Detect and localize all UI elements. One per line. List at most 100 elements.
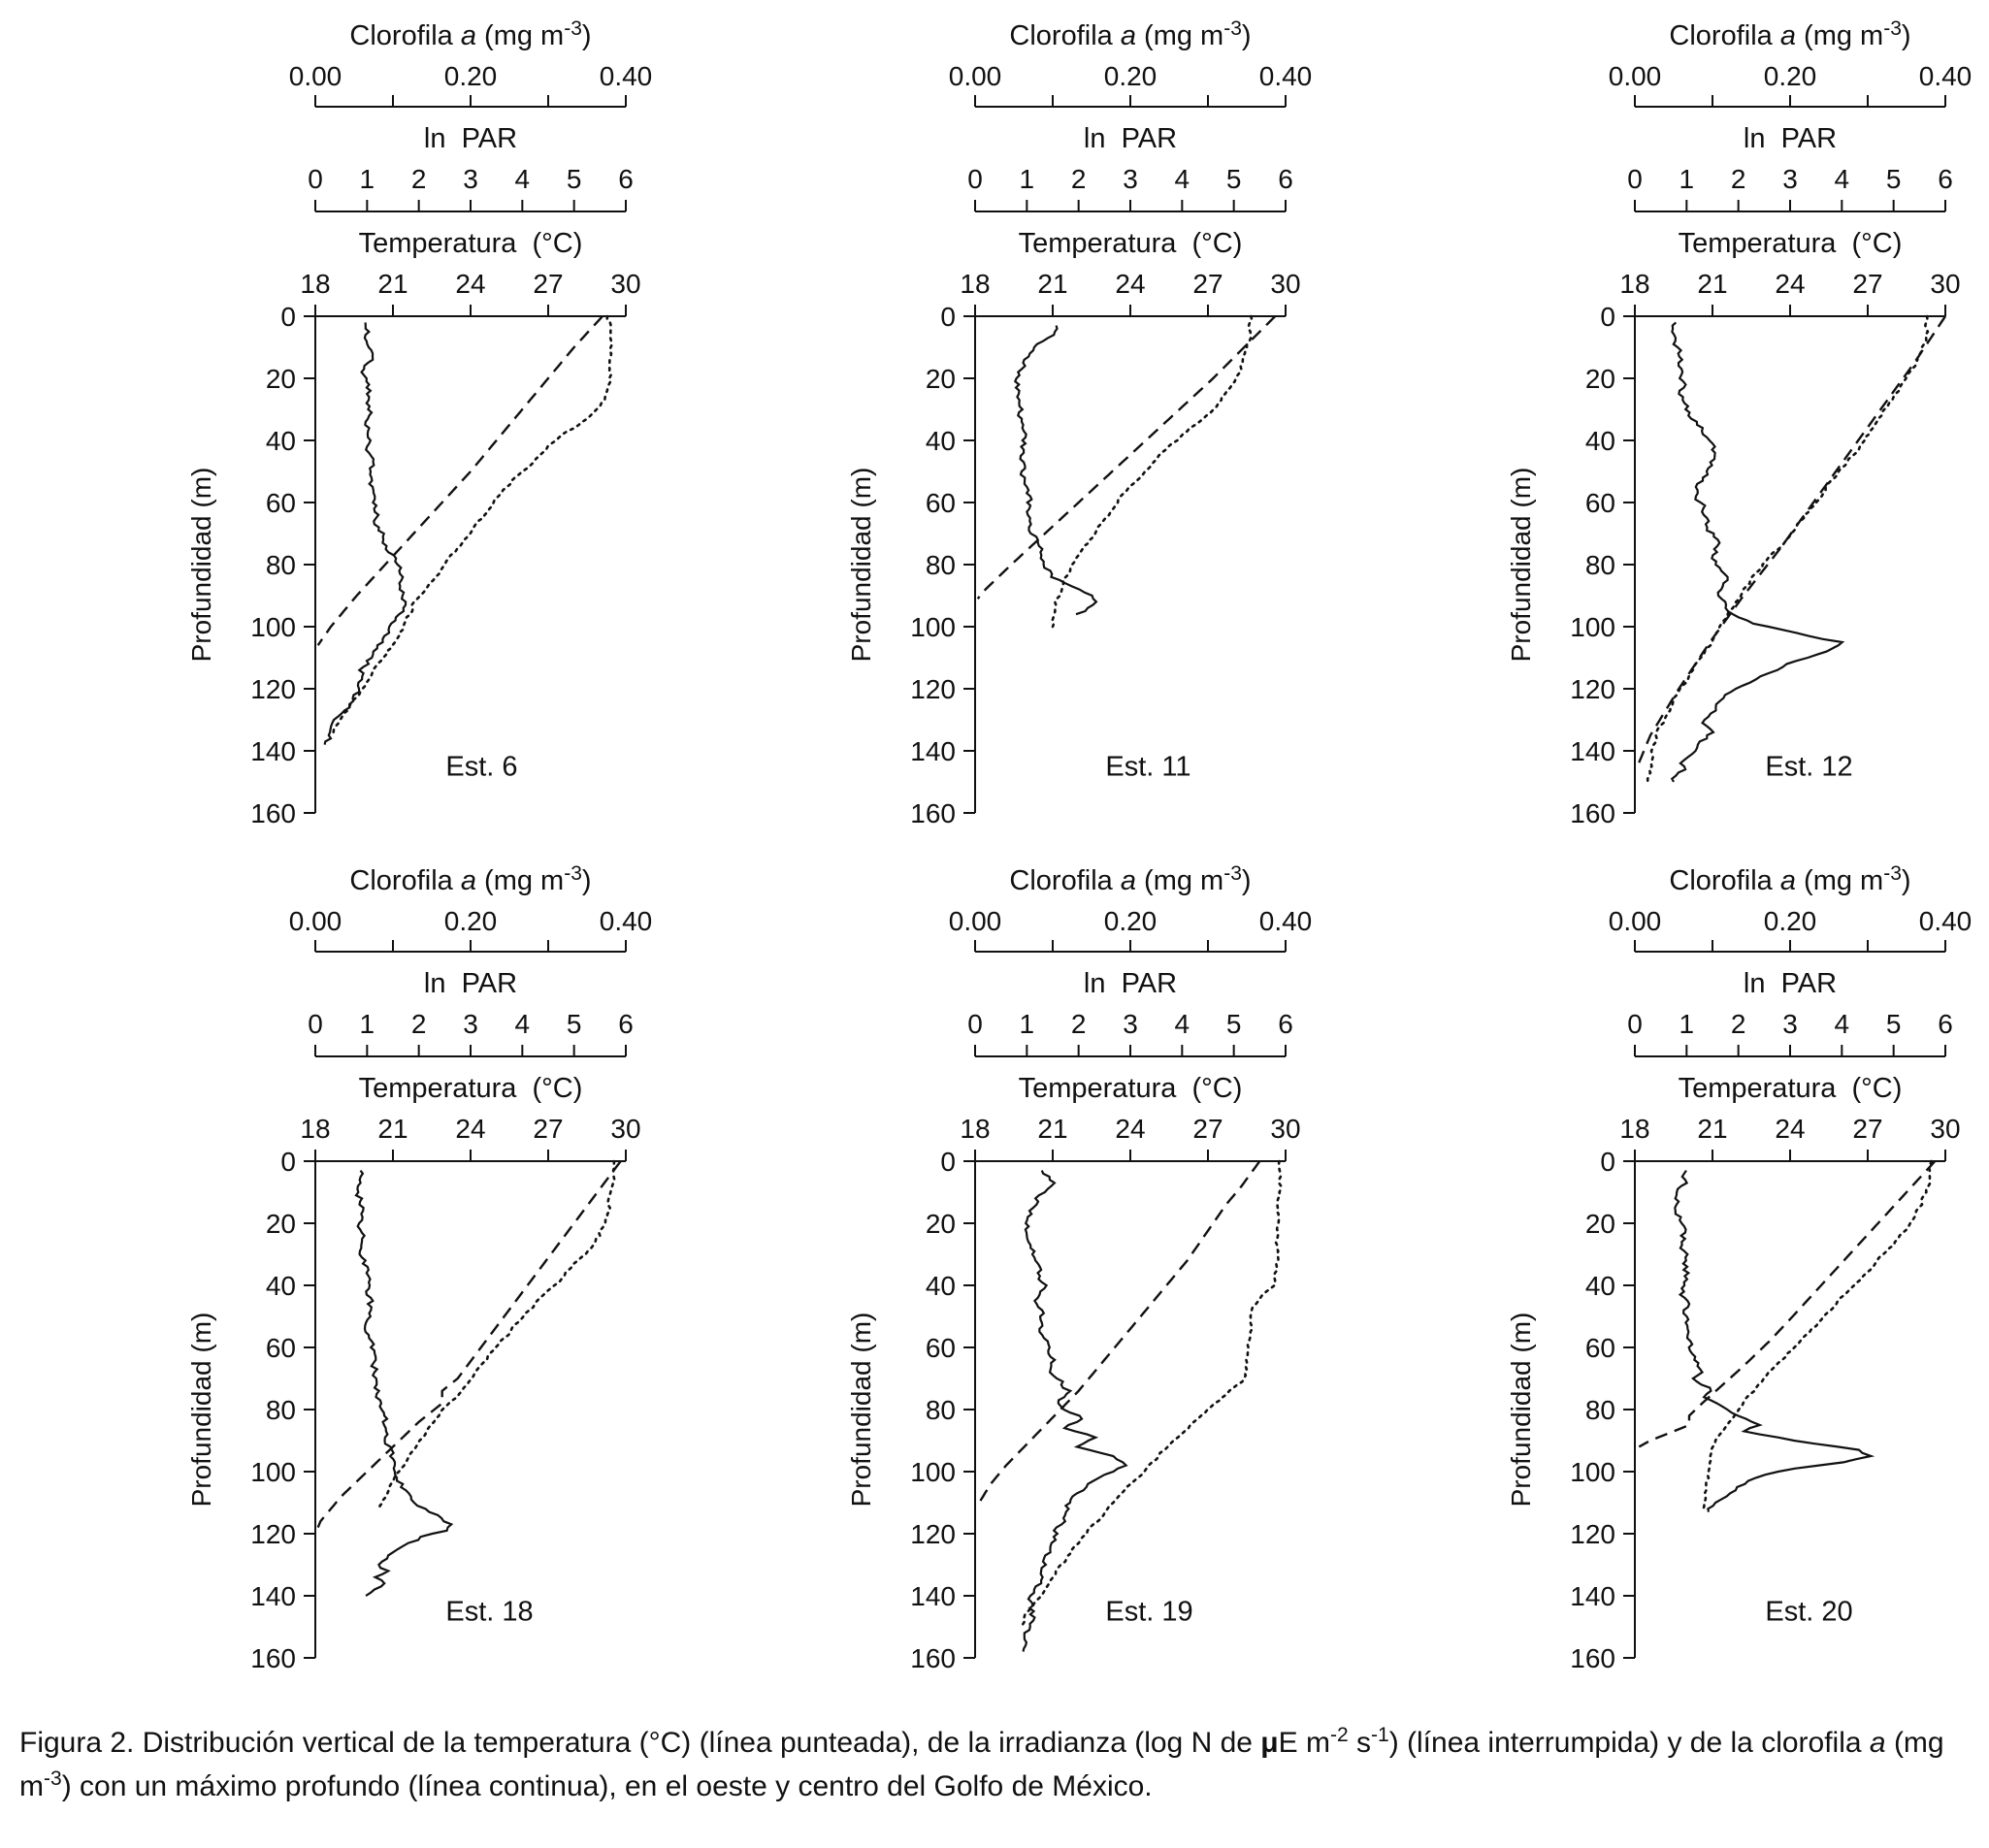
temperature-profile-line	[1702, 1159, 1933, 1510]
depth-tick-label: 60	[266, 1333, 296, 1363]
temperature-tick-label: 24	[455, 1114, 485, 1144]
chlorophyll-tick-label: 0.20	[444, 906, 498, 936]
depth-tick-label: 20	[1585, 1209, 1615, 1239]
par-tick-label: 3	[463, 1009, 478, 1039]
depth-tick-label: 120	[1570, 674, 1615, 704]
par-tick-label: 5	[1886, 164, 1902, 194]
temperature-tick-label: 21	[1037, 1114, 1067, 1144]
temperature-tick-label: 27	[1192, 1114, 1223, 1144]
depth-tick-label: 160	[1570, 1643, 1615, 1673]
depth-tick-label: 100	[1570, 612, 1615, 642]
depth-tick-label: 80	[926, 1395, 956, 1425]
depth-tick-label: 60	[1585, 488, 1615, 518]
par-tick-label: 5	[567, 164, 582, 194]
caption-segment: ) con un máximo profundo (línea continua…	[61, 1769, 1153, 1802]
par-axis-title: ln PAR	[1084, 968, 1177, 999]
depth-tick-label: 120	[1570, 1519, 1615, 1549]
depth-tick-label: 0	[940, 302, 956, 332]
chlorophyll-tick-label: 0.40	[1919, 906, 1973, 936]
depth-tick-label: 60	[926, 488, 956, 518]
depth-tick-label: 0	[1600, 1147, 1615, 1177]
chlorophyll-tick-label: 0.20	[1764, 61, 1817, 91]
par-tick-label: 4	[1175, 164, 1190, 194]
depth-tick-label: 140	[250, 736, 296, 766]
depth-tick-label: 20	[926, 364, 956, 394]
par-tick-label: 0	[967, 1009, 983, 1039]
depth-tick-label: 40	[926, 426, 956, 456]
par-tick-label: 4	[1835, 164, 1850, 194]
depth-axis-title: Profundidad (m)	[186, 1313, 216, 1508]
temperature-tick-label: 18	[960, 1114, 990, 1144]
chlorophyll-tick-label: 0.40	[1919, 61, 1973, 91]
temperature-tick-label: 21	[1037, 269, 1067, 299]
chlorophyll-profile-line	[1022, 1170, 1128, 1652]
depth-tick-label: 80	[266, 550, 296, 580]
chlorophyll-tick-label: 0.00	[949, 906, 1002, 936]
temperature-axis-title: Temperatura (°C)	[1679, 228, 1903, 259]
station-label: Est. 6	[445, 752, 517, 783]
chlorophyll-tick-label: 0.40	[1259, 61, 1313, 91]
par-tick-label: 6	[1278, 1009, 1293, 1039]
temperature-tick-label: 24	[1775, 1114, 1805, 1144]
par-tick-label: 0	[967, 164, 983, 194]
par-tick-label: 5	[1886, 1009, 1902, 1039]
par-profile-line	[316, 315, 603, 646]
par-tick-label: 1	[1020, 1009, 1035, 1039]
chlorophyll-profile-line	[323, 322, 408, 745]
par-tick-label: 6	[1938, 1009, 1953, 1039]
par-profile-line	[1636, 315, 1947, 767]
par-tick-label: 2	[411, 1009, 427, 1039]
chlorophyll-tick-label: 0.00	[1609, 61, 1662, 91]
depth-tick-label: 0	[940, 1147, 956, 1177]
chlorophyll-tick-label: 0.20	[1764, 906, 1817, 936]
caption-segment: a	[1869, 1727, 1886, 1759]
depth-tick-label: 80	[1585, 1395, 1615, 1425]
depth-tick-label: 140	[910, 1581, 956, 1611]
par-axis-title: ln PAR	[1084, 123, 1177, 154]
temperature-tick-label: 30	[610, 1114, 640, 1144]
par-tick-label: 0	[308, 1009, 323, 1039]
par-tick-label: 4	[515, 1009, 531, 1039]
temperature-axis-title: Temperatura (°C)	[1019, 228, 1243, 259]
temperature-tick-label: 21	[377, 1114, 408, 1144]
chlorophyll-profile-line	[1670, 321, 1845, 783]
chlorophyll-tick-label: 0.00	[1609, 906, 1662, 936]
par-tick-label: 2	[1731, 164, 1746, 194]
depth-tick-label: 0	[1600, 302, 1615, 332]
depth-tick-label: 140	[250, 1581, 296, 1611]
depth-tick-label: 140	[910, 736, 956, 766]
par-tick-label: 3	[1782, 1009, 1798, 1039]
par-tick-label: 1	[360, 164, 375, 194]
depth-tick-label: 40	[266, 426, 296, 456]
temperature-tick-label: 18	[1619, 269, 1649, 299]
temperature-tick-label: 24	[1115, 1114, 1145, 1144]
par-tick-label: 3	[1123, 164, 1138, 194]
par-profile-line	[978, 1160, 1261, 1504]
caption-segment: ) (línea interrumpida) y de la clorofila	[1388, 1727, 1870, 1759]
chlorophyll-tick-label: 0.00	[289, 61, 342, 91]
depth-tick-label: 160	[910, 798, 956, 828]
par-tick-label: 2	[1071, 164, 1087, 194]
par-axis-title: ln PAR	[424, 968, 517, 999]
par-tick-label: 0	[1627, 164, 1643, 194]
caption-segment: E m	[1278, 1727, 1330, 1759]
par-tick-label: 2	[411, 164, 427, 194]
chlorophyll-tick-label: 0.00	[289, 906, 342, 936]
par-tick-label: 4	[1835, 1009, 1850, 1039]
par-tick-label: 0	[308, 164, 323, 194]
depth-tick-label: 0	[280, 1147, 296, 1177]
depth-tick-label: 80	[926, 550, 956, 580]
temperature-tick-label: 30	[1270, 1114, 1300, 1144]
temperature-tick-label: 27	[1852, 269, 1882, 299]
profile-panel: Clorofila a (mg m-3) 0.00 0.20 0.40 ln PAR 0 1…	[665, 12, 1324, 841]
depth-axis-title: Profundidad (m)	[846, 468, 876, 663]
chlorophyll-tick-label: 0.40	[600, 61, 653, 91]
par-tick-label: 3	[1123, 1009, 1138, 1039]
par-tick-label: 6	[618, 164, 634, 194]
chlorophyll-axis-title: Clorofila a (mg m-3)	[1669, 862, 1910, 896]
